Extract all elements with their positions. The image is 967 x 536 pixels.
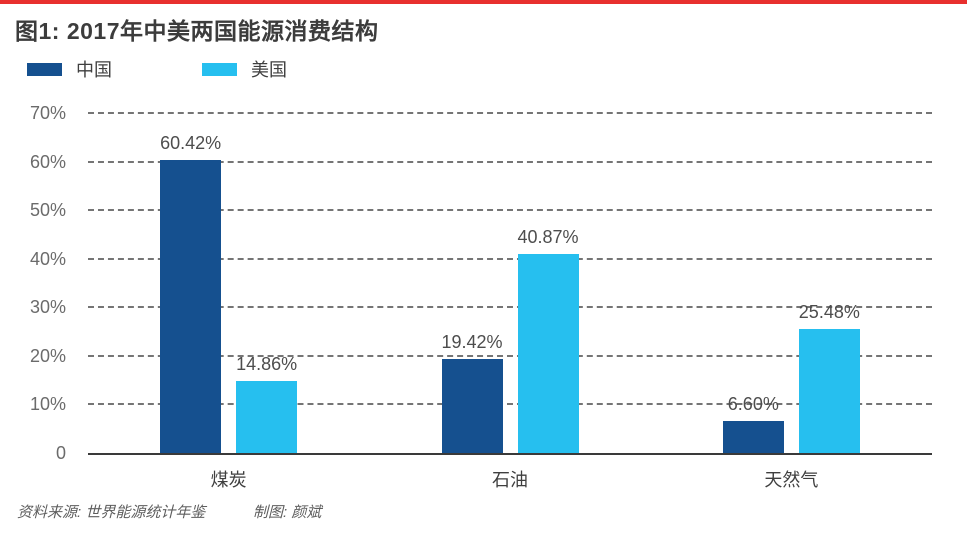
bar-美国-煤炭: [236, 380, 298, 453]
y-tick-label-60%: 60%: [29, 151, 66, 172]
y-tick-label-50%: 50%: [29, 200, 66, 221]
value-label-美国-天然气: 25.48%: [798, 302, 860, 323]
bar-中国-天然气: [722, 420, 784, 453]
legend-swatch-usa: [202, 62, 237, 76]
legend-item-china: 中国: [27, 60, 112, 80]
legend-item-usa: 美国: [202, 60, 287, 80]
gridline-40%: [88, 257, 932, 260]
gridline-30%: [88, 306, 932, 309]
bar-美国-石油: [517, 254, 579, 453]
value-label-美国-煤炭: 14.86%: [236, 353, 298, 374]
x-category-label-石油: 石油: [492, 470, 528, 490]
y-tick-label-10%: 10%: [29, 394, 66, 415]
gridline-50%: [88, 209, 932, 212]
y-tick-label-0: 0: [55, 443, 66, 463]
gridline-10%: [88, 403, 932, 406]
chart-title: 图1: 2017年中美两国能源消费结构: [15, 18, 379, 44]
y-tick-label-40%: 40%: [29, 248, 66, 269]
y-tick-label-70%: 70%: [29, 103, 66, 123]
credit-note: 制图: 颜斌: [253, 504, 322, 521]
source-note: 资料来源: 世界能源统计年鉴: [17, 504, 206, 521]
plot-area: 60.42% 14.86% 19.42% 40.87% 6.60% 25.48%: [88, 112, 932, 455]
legend-label-usa: 美国: [251, 60, 287, 80]
bar-中国-煤炭: [160, 159, 222, 453]
gridline-20%: [88, 354, 932, 357]
x-category-label-天然气: 天然气: [764, 470, 819, 490]
bar-中国-石油: [441, 358, 503, 453]
gridline-70%: [88, 112, 932, 114]
legend-swatch-china: [27, 62, 62, 76]
x-category-label-煤炭: 煤炭: [210, 470, 247, 490]
top-divider-rule: [0, 0, 967, 4]
legend-label-china: 中国: [76, 60, 112, 80]
y-tick-label-30%: 30%: [29, 297, 66, 318]
gridline-60%: [88, 160, 932, 163]
y-tick-label-20%: 20%: [29, 345, 66, 366]
footer: 资料来源: 世界能源统计年鉴 制图: 颜斌: [0, 501, 967, 521]
value-label-中国-石油: 19.42%: [441, 331, 503, 352]
bar-美国-天然气: [798, 329, 860, 453]
value-label-中国-煤炭: 60.42%: [160, 132, 222, 153]
value-label-美国-石油: 40.87%: [517, 227, 579, 248]
value-label-中国-天然气: 6.60%: [727, 393, 779, 414]
